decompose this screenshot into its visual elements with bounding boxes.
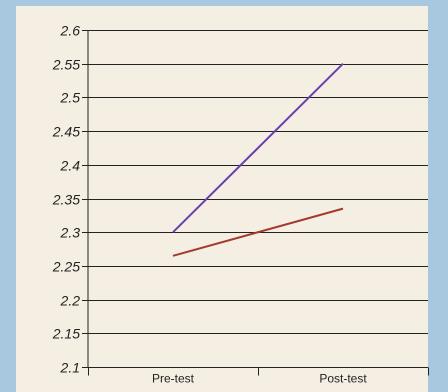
series-line-1 (172, 62, 344, 233)
y-tick-label: 2.55 (52, 57, 80, 73)
y-tick-label: 2.1 (60, 360, 80, 376)
y-tick-label: 2.45 (52, 124, 80, 140)
y-tick-label: 2.5 (60, 90, 81, 106)
y-axis-ticks: 2.6 2.55 2.5 2.45 2.4 2.35 2.3 2.25 2.2 2.15 2.1 (52, 23, 88, 376)
y-tick-label: 2.4 (60, 158, 81, 174)
series-line-2 (172, 207, 344, 257)
x-axis: Pre-test Post-test (88, 367, 429, 386)
y-tick-label: 2.6 (60, 23, 81, 39)
y-tick-label: 2.35 (52, 192, 80, 208)
x-tick-label: Pre-test (152, 372, 195, 386)
y-tick-label: 2.25 (52, 259, 80, 275)
y-tick-label: 2.15 (52, 326, 80, 342)
y-tick-label: 2.2 (60, 293, 81, 309)
series-lines (172, 62, 344, 257)
y-tick-label: 2.3 (60, 225, 81, 241)
x-tick-label: Post-test (319, 372, 367, 386)
gridlines (87, 30, 428, 367)
